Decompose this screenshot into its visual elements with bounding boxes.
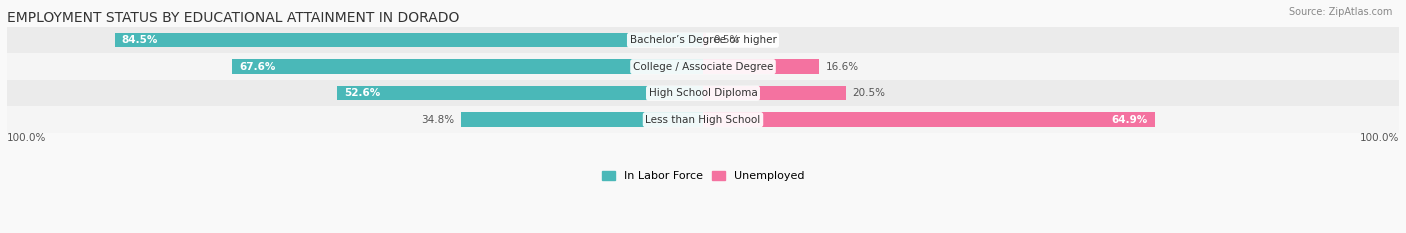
Bar [703,33,706,48]
Bar [703,112,1154,127]
Text: College / Associate Degree: College / Associate Degree [633,62,773,72]
FancyBboxPatch shape [7,27,1399,53]
Bar [703,59,818,74]
Text: High School Diploma: High School Diploma [648,88,758,98]
FancyBboxPatch shape [7,80,1399,106]
Bar [232,59,703,74]
Text: 64.9%: 64.9% [1112,115,1147,125]
Bar [703,86,845,100]
Text: EMPLOYMENT STATUS BY EDUCATIONAL ATTAINMENT IN DORADO: EMPLOYMENT STATUS BY EDUCATIONAL ATTAINM… [7,11,460,25]
Text: Less than High School: Less than High School [645,115,761,125]
Text: 0.5%: 0.5% [713,35,740,45]
Text: 16.6%: 16.6% [825,62,859,72]
FancyBboxPatch shape [7,106,1399,133]
Bar [461,112,703,127]
Text: 20.5%: 20.5% [852,88,886,98]
Text: 52.6%: 52.6% [344,88,380,98]
FancyBboxPatch shape [7,53,1399,80]
Text: 84.5%: 84.5% [122,35,157,45]
Text: 34.8%: 34.8% [420,115,454,125]
Text: Source: ZipAtlas.com: Source: ZipAtlas.com [1288,7,1392,17]
Legend: In Labor Force, Unemployed: In Labor Force, Unemployed [598,166,808,186]
Text: 100.0%: 100.0% [1360,133,1399,143]
Bar [115,33,703,48]
Text: Bachelor’s Degree or higher: Bachelor’s Degree or higher [630,35,776,45]
Text: 67.6%: 67.6% [239,62,276,72]
Text: 100.0%: 100.0% [7,133,46,143]
Bar [337,86,703,100]
